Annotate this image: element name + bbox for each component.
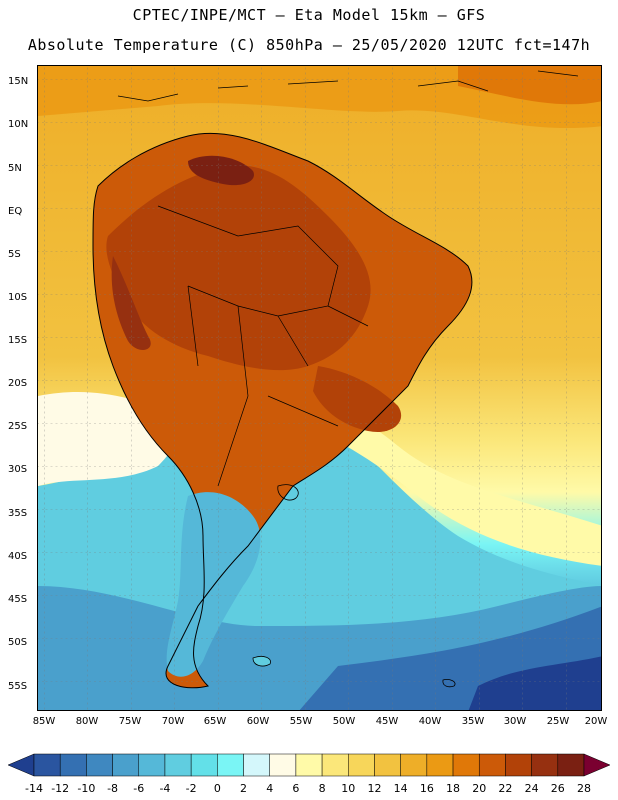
map-panel [37,65,602,711]
colorbar-swatch [348,753,375,777]
colorbar-tick-label: -10 [77,782,95,795]
colorbar-tick-label: 16 [420,782,434,795]
colorbar-tick-label: 28 [577,782,591,795]
lon-label-30w: 30W [503,716,527,727]
colorbar-arrow-low [7,753,35,777]
colorbar-swatch [33,753,61,777]
colorbar-tick-label: 10 [341,782,355,795]
colorbar-tick-label: 6 [292,782,299,795]
color-scale-bar: -14 -12 -10 -8 -6 -4 -2 0 2 4 6 8 10 12 14 16 18 20 22 24 26… [7,753,611,795]
lon-label-50w: 50W [332,716,356,727]
border-lines [157,205,369,487]
colorbar-tick-label: 22 [498,782,512,795]
colorbar-tick-label: -14 [25,782,43,795]
colorbar-tick-label: 24 [525,782,539,795]
colorbar-swatch [426,753,454,777]
lat-label-35s: 35S [8,508,28,519]
lat-label-10n: 10N [8,119,29,130]
lon-label-70w: 70W [161,716,185,727]
colorbar-tick-label: 18 [446,782,460,795]
colorbar-swatch [269,753,297,777]
colorbar-swatch [112,753,140,777]
colorbar-swatch [374,753,401,777]
colorbar-tick-label: 0 [214,782,221,795]
colorbar-tick-label: -12 [51,782,69,795]
lon-label-75w: 75W [118,716,142,727]
colorbar-swatch [217,753,244,777]
lon-label-85w: 85W [32,716,56,727]
lat-lon-grid [38,66,601,710]
colorbar-tick-label: 12 [367,782,381,795]
lon-label-25w: 25W [546,716,570,727]
colorbar-swatch [138,753,166,777]
lat-label-30s: 30S [8,464,28,475]
title-line-1: CPTEC/INPE/MCT – Eta Model 15km – GFS [132,6,486,24]
colorbar-swatch [478,753,506,777]
lat-label-25s: 25S [8,421,28,432]
south-georgia [442,679,456,688]
colorbar-swatch [321,753,349,777]
lat-label-5n: 5N [8,163,22,174]
lon-label-80w: 80W [75,716,99,727]
falklands [252,656,271,667]
colorbar-swatch [164,753,192,777]
colorbar-tick-label: 8 [319,782,326,795]
colorbar-tick-label: -2 [186,782,197,795]
lat-label-eq: EQ [8,206,23,217]
colorbar-tick-label: 26 [551,782,565,795]
lon-label-20w: 20W [584,716,608,727]
lon-label-60w: 60W [246,716,270,727]
lat-label-45s: 45S [8,594,28,605]
colorbar-swatch [243,753,270,777]
colorbar-swatch [505,753,532,777]
colorbar-arrow-high [583,753,611,777]
lat-label-50s: 50S [8,637,28,648]
title-line-2: Absolute Temperature (C) 850hPa – 25/05/… [27,36,591,54]
caribbean-islands [117,70,579,102]
colorbar-swatch [295,753,323,777]
colorbar-swatch [86,753,113,777]
uruguay-lake [277,484,299,501]
lat-label-15s: 15S [8,335,28,346]
temperature-map [38,66,601,710]
colorbar-swatch [190,753,218,777]
colorbar-tick-label: 20 [472,782,486,795]
lon-label-45w: 45W [375,716,399,727]
lat-label-55s: 55S [8,681,28,692]
lat-label-40s: 40S [8,551,28,562]
colorbar-tick-label: -8 [107,782,118,795]
lat-label-10s: 10S [8,292,28,303]
colorbar-tick-label: 4 [266,782,273,795]
colorbar-tick-label: -6 [133,782,144,795]
colorbar-swatch [452,753,480,777]
colorbar-tick-label: 2 [240,782,247,795]
lon-label-65w: 65W [203,716,227,727]
colorbar-swatch [400,753,428,777]
colorbar-swatch [531,753,559,777]
colorbar-swatch [59,753,87,777]
lat-label-20s: 20S [8,378,28,389]
colorbar-swatch [557,753,585,777]
colorbar-tick-label: -4 [159,782,170,795]
lon-label-55w: 55W [289,716,313,727]
lat-label-5s: 5S [8,249,21,260]
coastline [92,132,473,689]
colorbar-tick-label: 14 [394,782,408,795]
lon-label-40w: 40W [418,716,442,727]
lon-label-35w: 35W [461,716,485,727]
lat-label-15n: 15N [8,76,29,87]
